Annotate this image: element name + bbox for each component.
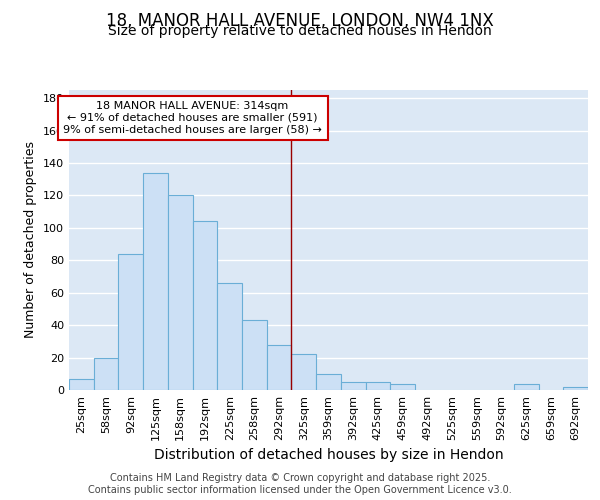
Bar (316, 374, 341, 390)
X-axis label: Distribution of detached houses by size in Hendon: Distribution of detached houses by size … (154, 448, 503, 462)
Bar (69, 378, 94, 390)
Bar (143, 172, 168, 390)
Bar (217, 283, 242, 390)
Bar (168, 196, 193, 390)
Bar (94, 358, 118, 390)
Y-axis label: Number of detached properties: Number of detached properties (25, 142, 37, 338)
Text: Size of property relative to detached houses in Hendon: Size of property relative to detached ho… (108, 24, 492, 38)
Bar (341, 382, 365, 390)
Text: Contains HM Land Registry data © Crown copyright and database right 2025.
Contai: Contains HM Land Registry data © Crown c… (88, 474, 512, 495)
Bar (514, 384, 539, 390)
Bar (193, 222, 217, 390)
Bar (267, 344, 292, 390)
Bar (365, 382, 390, 390)
Text: 18 MANOR HALL AVENUE: 314sqm
← 91% of detached houses are smaller (591)
9% of se: 18 MANOR HALL AVENUE: 314sqm ← 91% of de… (63, 102, 322, 134)
Bar (118, 254, 143, 390)
Bar (563, 387, 588, 390)
Bar (242, 320, 267, 390)
Bar (292, 354, 316, 390)
Bar (390, 384, 415, 390)
Text: 18, MANOR HALL AVENUE, LONDON, NW4 1NX: 18, MANOR HALL AVENUE, LONDON, NW4 1NX (106, 12, 494, 30)
